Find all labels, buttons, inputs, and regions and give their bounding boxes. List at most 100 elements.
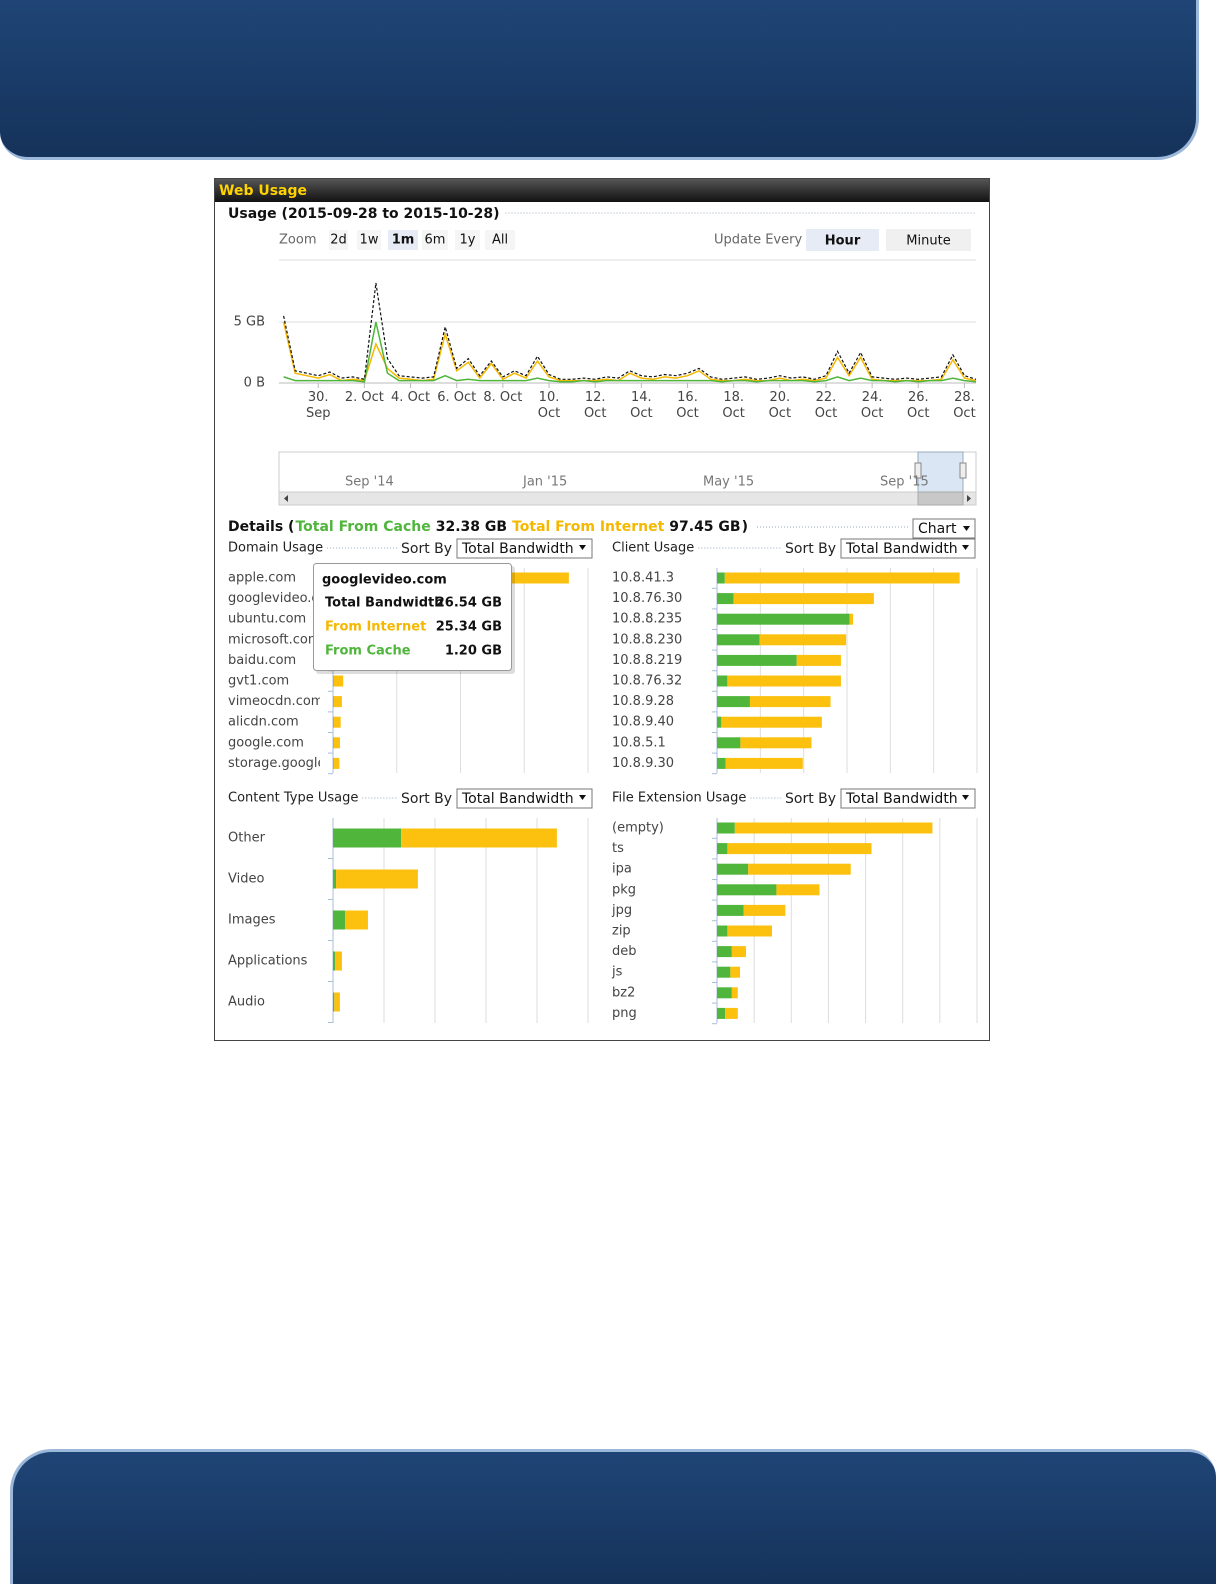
bar-segment xyxy=(717,572,725,584)
update-label: Update Every xyxy=(714,233,802,248)
bar-segment xyxy=(717,904,744,916)
sort-select-text[interactable]: Total Bandwidth xyxy=(461,541,574,557)
chart-title: Client Usage xyxy=(612,541,694,556)
bar-segment xyxy=(717,925,728,937)
zoom-button[interactable] xyxy=(455,230,480,250)
category-label: alicdn.com xyxy=(228,715,299,730)
header-banner xyxy=(0,0,1199,160)
bar-segment xyxy=(333,696,334,708)
scrollbar-thumb[interactable] xyxy=(917,491,964,506)
bar-segment xyxy=(717,757,726,769)
tooltip xyxy=(313,563,512,671)
sort-select-text[interactable]: Total Bandwidth xyxy=(845,791,958,807)
x-tick-label: 20. Oct xyxy=(768,390,792,421)
zoom-button[interactable] xyxy=(357,230,381,250)
category-label: 10.8.8.230 xyxy=(612,632,682,647)
sort-select[interactable] xyxy=(456,538,593,559)
sort-select-text[interactable]: Total Bandwidth xyxy=(461,791,574,807)
zoom-button[interactable] xyxy=(329,230,348,250)
bar-segment xyxy=(333,696,342,708)
bar-segment xyxy=(717,613,850,625)
sort-select-text[interactable]: Total Bandwidth xyxy=(845,541,958,557)
details-close: ) xyxy=(742,519,748,535)
update-button-text[interactable]: Hour xyxy=(825,234,861,249)
navigator-label: Sep '15 xyxy=(880,475,929,490)
sort-select[interactable] xyxy=(840,788,976,809)
bar-segment xyxy=(776,884,820,896)
bar-segment xyxy=(717,946,732,958)
tooltip-value: 26.54 GB xyxy=(436,596,502,611)
bar-segment xyxy=(740,737,812,749)
category-label: gvt1.com xyxy=(228,674,289,689)
tooltip-label: From Cache xyxy=(325,644,411,659)
view-select-text[interactable]: Chart xyxy=(918,521,957,537)
category-label: 10.8.76.30 xyxy=(612,591,682,606)
sort-select[interactable] xyxy=(840,538,976,559)
bar-segment xyxy=(333,828,402,848)
category-label: 10.8.76.32 xyxy=(612,674,682,689)
zoom-button-text[interactable]: 2d xyxy=(330,233,347,248)
bar-segment xyxy=(717,654,797,666)
category-label: ubuntu.com xyxy=(228,612,306,627)
view-select[interactable] xyxy=(912,518,976,539)
category-label: Video xyxy=(228,872,264,887)
bar-segment xyxy=(724,572,960,584)
category-label: vimeocdn.com xyxy=(228,694,323,709)
bar-segment xyxy=(727,925,772,937)
category-label: jpg xyxy=(611,903,632,918)
bar-segment xyxy=(333,716,334,728)
x-tick-label: 24. Oct xyxy=(860,390,884,421)
bar-segment xyxy=(731,987,738,999)
select-arrow xyxy=(579,545,586,550)
select-arrow xyxy=(962,795,969,800)
zoom-button-text[interactable]: 1w xyxy=(360,233,379,248)
zoom-button[interactable] xyxy=(485,230,515,250)
navigator-handle[interactable] xyxy=(959,462,967,479)
bar-segment xyxy=(743,904,786,916)
zoom-button-text[interactable]: All xyxy=(492,233,508,248)
category-label: 10.8.9.30 xyxy=(612,756,674,771)
bar-segment xyxy=(717,863,749,875)
category-label: deb xyxy=(612,944,637,959)
tooltip-value: 1.20 GB xyxy=(445,644,502,659)
zoom-button[interactable] xyxy=(422,230,448,250)
update-button[interactable] xyxy=(806,229,879,251)
chart-title: Domain Usage xyxy=(228,541,323,556)
navigator-handle[interactable] xyxy=(914,462,922,479)
x-tick-label: 8. Oct xyxy=(483,390,523,405)
bar-segment xyxy=(717,966,731,978)
y-tick-label: 5 GB xyxy=(234,315,265,330)
bar-segment xyxy=(725,1007,738,1019)
x-tick-label: 18. Oct xyxy=(722,390,745,421)
category-label: png xyxy=(612,1006,637,1021)
zoom-button-text[interactable]: 1m xyxy=(392,233,415,248)
zoom-button-text[interactable]: 6m xyxy=(425,233,446,248)
bar-segment xyxy=(727,675,841,687)
bar-segment xyxy=(344,910,368,930)
chart-title: Content Type Usage xyxy=(228,791,358,806)
update-button-text[interactable]: Minute xyxy=(906,234,950,249)
tooltip-label: From Internet xyxy=(325,620,426,635)
bar-segment xyxy=(759,634,847,646)
update-button[interactable] xyxy=(886,229,971,251)
bar-segment xyxy=(717,1007,726,1019)
category-label: 10.8.9.40 xyxy=(612,715,674,730)
bar-segment xyxy=(717,843,728,855)
bar-segment xyxy=(717,634,760,646)
footer-banner xyxy=(10,1449,1216,1584)
bar-segment xyxy=(733,593,874,605)
category-label: 10.8.8.219 xyxy=(612,653,682,668)
zoom-button[interactable] xyxy=(388,230,418,250)
scrollbar[interactable] xyxy=(278,491,977,506)
navigator xyxy=(278,451,977,493)
bar-segment xyxy=(333,757,340,769)
category-label: 10.8.9.28 xyxy=(612,694,674,709)
bar-segment xyxy=(717,822,735,834)
category-label: (empty) xyxy=(612,821,664,836)
category-label: apple.com xyxy=(228,571,296,586)
bar-segment xyxy=(333,737,341,749)
sort-select[interactable] xyxy=(456,788,593,809)
zoom-button-text[interactable]: 1y xyxy=(460,233,476,248)
navigator-label: Sep '14 xyxy=(345,475,394,490)
select-arrow xyxy=(579,795,586,800)
